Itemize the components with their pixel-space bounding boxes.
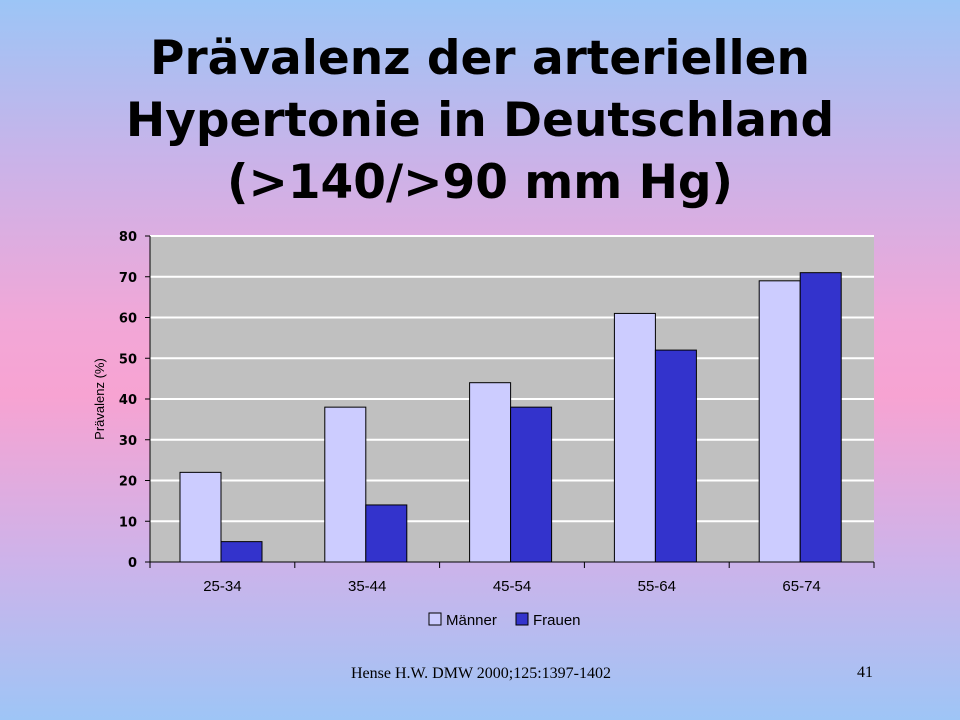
legend-label-frauen: Frauen — [533, 612, 581, 629]
y-tick-label: 30 — [119, 434, 137, 449]
bar-maenner-65-74 — [758, 280, 801, 563]
x-tick-label: 35-44 — [348, 578, 386, 595]
y-tick-label: 20 — [119, 475, 137, 490]
slide-title: Prävalenz der arteriellen Hypertonie in … — [0, 28, 960, 214]
legend-label-maenner: Männer — [446, 612, 497, 629]
y-tick-label: 70 — [119, 271, 137, 286]
x-tick-label: 25-34 — [203, 578, 241, 595]
bar-frauen-45-54 — [510, 406, 553, 563]
legend-swatch-frauen — [515, 612, 529, 626]
bar-maenner-35-44 — [324, 406, 367, 563]
bar-maenner-25-34 — [179, 471, 222, 563]
bar-maenner-45-54 — [469, 382, 512, 563]
y-tick-label: 0 — [128, 556, 137, 571]
source-citation: Hense H.W. DMW 2000;125:1397-1402 — [351, 665, 611, 682]
y-tick-label: 10 — [119, 515, 137, 530]
y-tick-label: 80 — [119, 230, 137, 245]
y-tick-label: 50 — [119, 352, 137, 367]
bar-frauen-25-34 — [220, 541, 263, 563]
bar-frauen-35-44 — [365, 504, 408, 563]
y-tick-label: 60 — [119, 312, 137, 327]
x-tick-label: 55-64 — [638, 578, 676, 595]
title-line-2: Hypertonie in Deutschland — [125, 93, 835, 148]
y-axis-label: Prävalenz (%) — [92, 358, 107, 440]
page-number: 41 — [857, 664, 873, 681]
x-tick-label: 45-54 — [493, 578, 531, 595]
bar-frauen-65-74 — [799, 272, 842, 563]
title-line-3: (>140/>90 mm Hg) — [226, 155, 734, 210]
x-tick-label: 65-74 — [782, 578, 820, 595]
legend-swatch-maenner — [428, 612, 442, 626]
bar-maenner-55-64 — [613, 312, 656, 563]
y-tick-label: 40 — [119, 393, 137, 408]
bar-frauen-55-64 — [654, 349, 697, 563]
title-line-1: Prävalenz der arteriellen — [150, 31, 810, 86]
